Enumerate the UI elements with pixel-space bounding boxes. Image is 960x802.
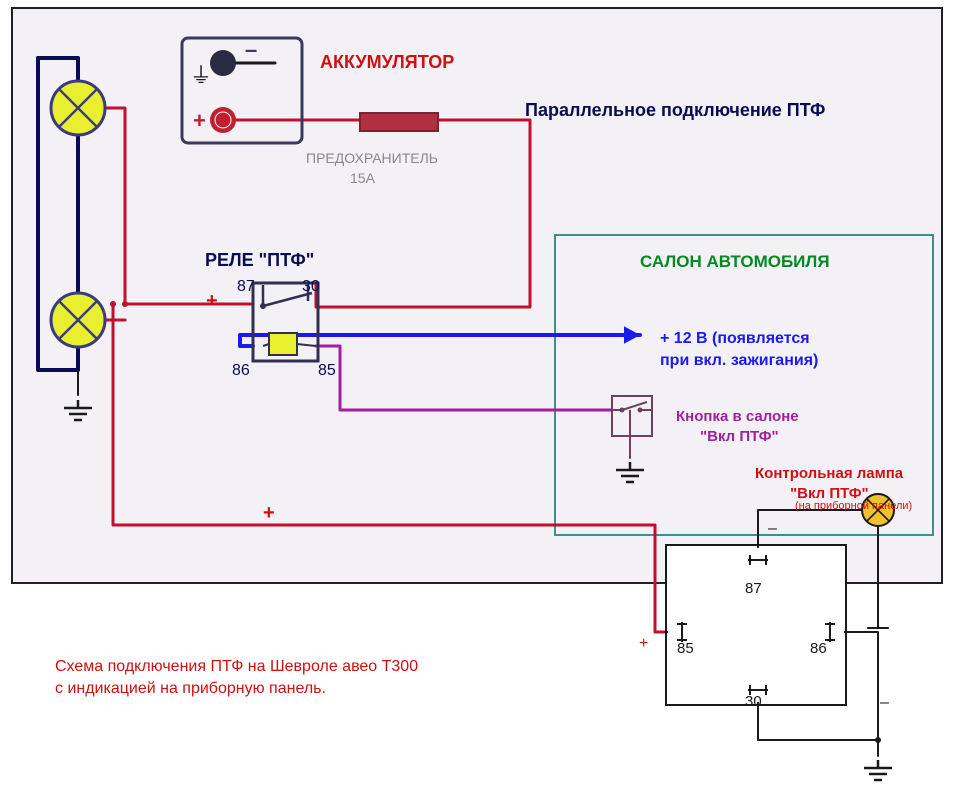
label-v12b: при вкл. зажигания) [660, 352, 818, 370]
label-title: Параллельное подключение ПТФ [525, 100, 825, 121]
label-btn2: "Вкл ПТФ" [700, 428, 779, 445]
label-r2_minus_top: – [768, 520, 777, 538]
label-r2_87: 87 [745, 580, 762, 597]
label-r2_30: 30 [745, 693, 762, 710]
label-cabin: САЛОН АВТОМОБИЛЯ [640, 252, 830, 272]
label-caption2: с индикацией на приборную панель. [55, 680, 326, 698]
label-plus_bottom: + [263, 502, 275, 525]
label-r2_plus: + [639, 635, 648, 653]
label-pin86: 86 [232, 362, 250, 380]
label-battery: АККУМУЛЯТОР [320, 52, 454, 73]
label-pin85: 85 [318, 362, 336, 380]
label-fuse_amps: 15А [350, 170, 375, 186]
label-ground_sym: ⏚ [190, 58, 212, 90]
label-plus_relay: + [206, 290, 218, 313]
label-pin30: 30 [302, 278, 320, 296]
label-r2_minus_r: – [880, 694, 889, 712]
label-r2_86: 86 [810, 640, 827, 657]
label-caption1: Схема подключения ПТФ на Шевроле авео Т3… [55, 658, 418, 676]
label-pin87: 87 [237, 278, 255, 296]
svg-text:+: + [193, 108, 206, 133]
label-fuse: ПРЕДОХРАНИТЕЛЬ [306, 150, 438, 166]
svg-text:–: – [245, 37, 257, 62]
label-v12a: + 12 В (появляется [660, 330, 810, 348]
label-ind3: (на приборной панели) [795, 500, 912, 512]
label-r2_85: 85 [677, 640, 694, 657]
label-relay: РЕЛЕ "ПТФ" [205, 250, 314, 271]
label-ind1: Контрольная лампа [755, 465, 903, 482]
label-btn1: Кнопка в салоне [676, 408, 799, 425]
